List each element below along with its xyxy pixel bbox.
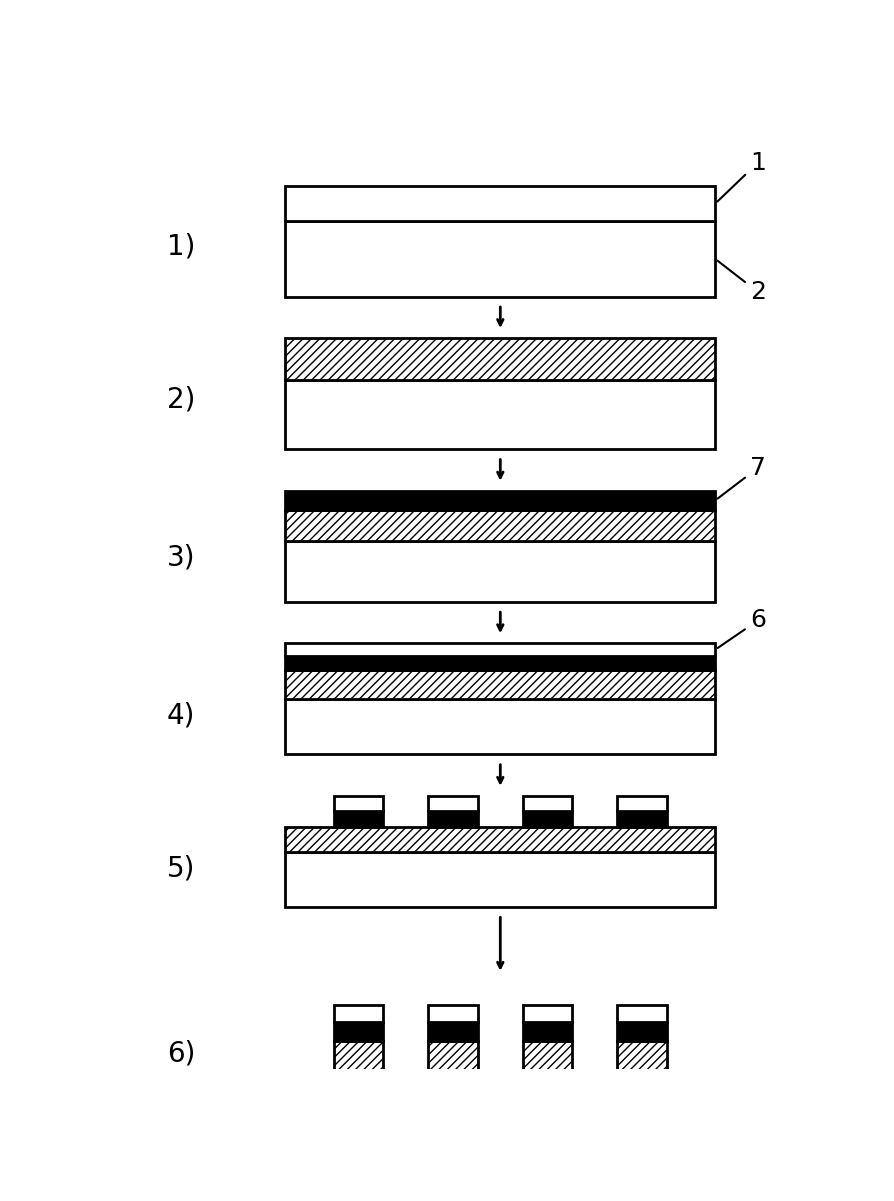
Bar — [285, 852, 714, 907]
Bar — [333, 1022, 383, 1041]
Bar — [285, 670, 714, 699]
Bar — [285, 186, 714, 221]
Bar — [428, 796, 477, 811]
Text: 3): 3) — [167, 544, 195, 572]
Text: 4): 4) — [167, 701, 195, 730]
Text: 7: 7 — [717, 456, 765, 498]
Bar — [285, 491, 714, 509]
Bar — [285, 699, 714, 754]
Bar — [428, 1041, 477, 1075]
Bar — [285, 827, 714, 852]
Bar — [285, 339, 714, 381]
Bar — [333, 796, 383, 811]
Text: 6): 6) — [167, 1039, 195, 1068]
Text: 1): 1) — [167, 233, 195, 261]
Bar — [428, 811, 477, 827]
Bar — [285, 509, 714, 540]
Bar — [285, 221, 714, 297]
Bar — [522, 1041, 571, 1075]
Bar — [522, 811, 571, 827]
Bar — [522, 796, 571, 811]
Text: 6: 6 — [717, 609, 765, 649]
Bar — [522, 1022, 571, 1041]
Bar — [617, 796, 666, 811]
Bar — [333, 1005, 383, 1022]
Bar — [428, 1005, 477, 1022]
Bar — [285, 656, 714, 670]
Bar — [428, 1022, 477, 1041]
Bar — [617, 1022, 666, 1041]
Bar — [285, 644, 714, 656]
Bar — [285, 381, 714, 449]
Bar — [617, 811, 666, 827]
Bar — [522, 1005, 571, 1022]
Bar — [617, 1005, 666, 1022]
Bar — [285, 540, 714, 602]
Text: 1: 1 — [716, 150, 765, 202]
Text: 5): 5) — [167, 854, 195, 883]
Text: 2): 2) — [167, 386, 195, 413]
Bar — [333, 811, 383, 827]
Bar — [333, 1041, 383, 1075]
Text: 2: 2 — [717, 261, 765, 304]
Bar — [285, 1075, 714, 1101]
Bar — [617, 1041, 666, 1075]
